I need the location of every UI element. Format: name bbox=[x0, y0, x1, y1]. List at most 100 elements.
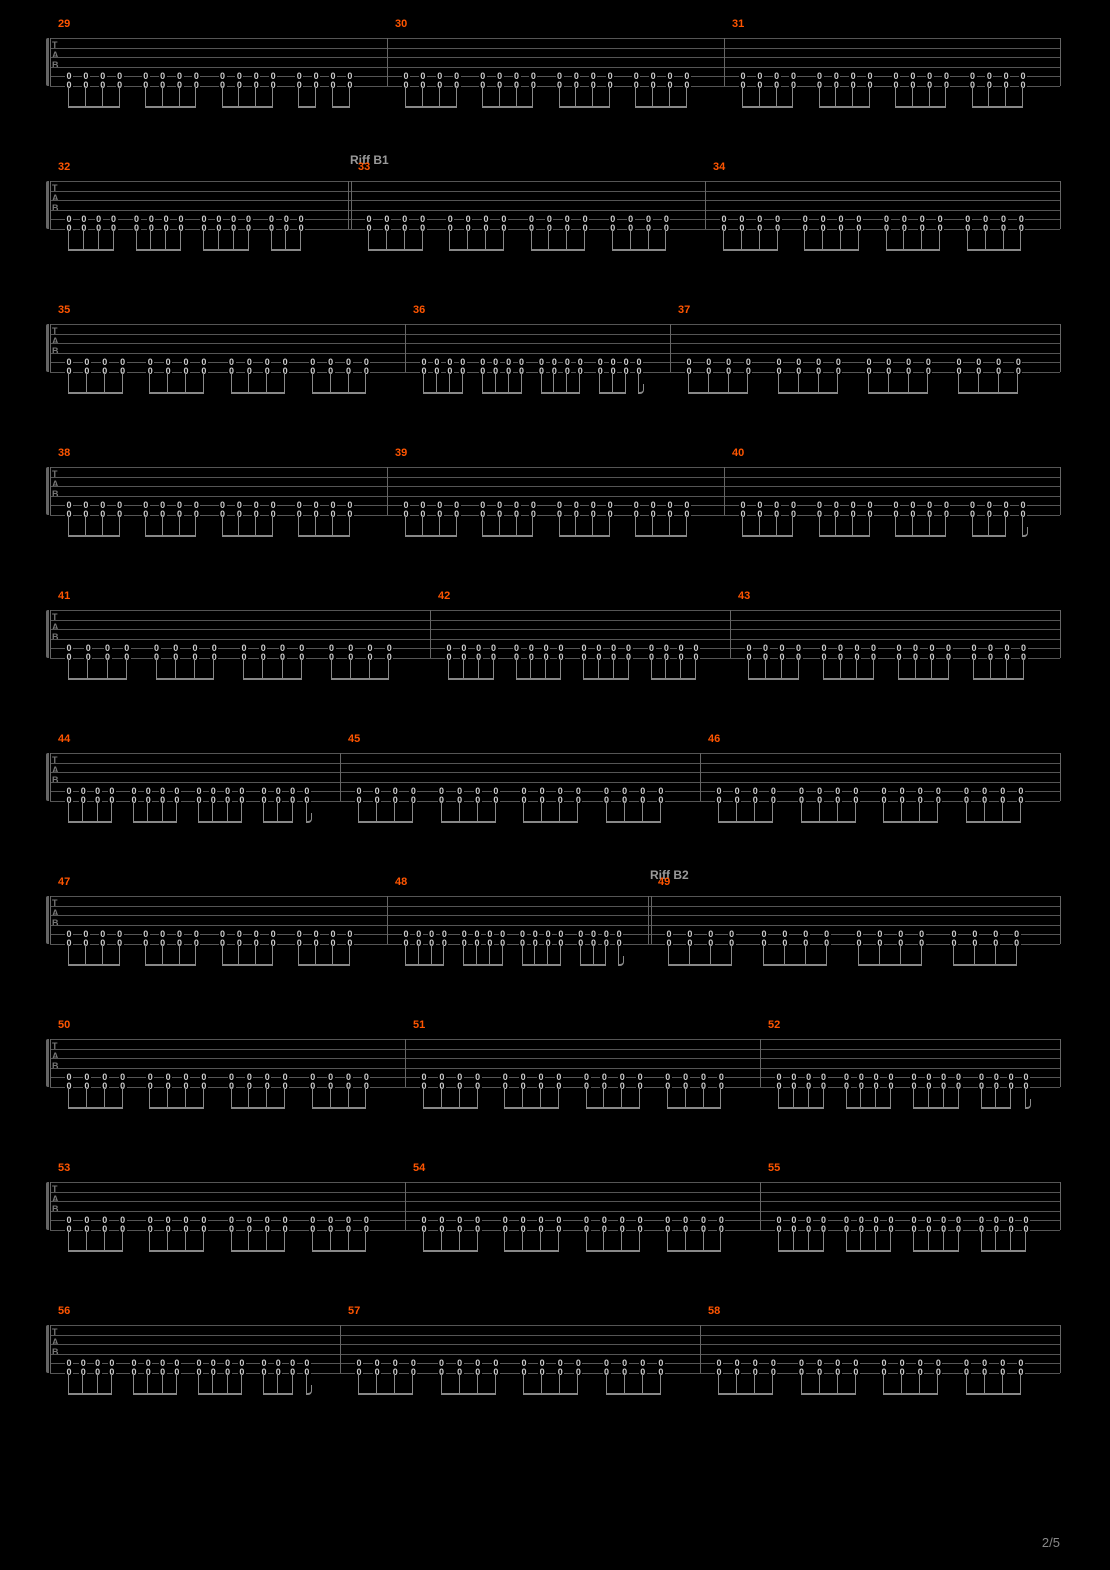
fret-number: 0 bbox=[116, 939, 124, 947]
fret-number: 0 bbox=[238, 1359, 246, 1367]
staff-system: TAB3536370000000000000000000000000000000… bbox=[50, 316, 1060, 411]
note-stem bbox=[823, 658, 824, 680]
bar-number: 52 bbox=[768, 1019, 780, 1031]
note-stem bbox=[1002, 1373, 1003, 1395]
fret-number: 0 bbox=[544, 930, 552, 938]
fret-number: 0 bbox=[883, 224, 891, 232]
fret-number: 0 bbox=[433, 358, 441, 366]
fret-number: 0 bbox=[589, 510, 597, 518]
fret-number: 0 bbox=[209, 1359, 217, 1367]
barline bbox=[670, 324, 671, 372]
fret-number: 0 bbox=[453, 81, 461, 89]
note-stem bbox=[998, 372, 999, 394]
staff-bracket bbox=[46, 181, 49, 229]
fret-number: 0 bbox=[531, 939, 539, 947]
note-stem bbox=[778, 1230, 779, 1252]
fret-number: 0 bbox=[200, 215, 208, 223]
barline bbox=[405, 324, 406, 372]
fret-number: 0 bbox=[550, 358, 558, 366]
fret-number: 0 bbox=[775, 1216, 783, 1224]
note-stem bbox=[477, 1087, 478, 1109]
fret-number: 0 bbox=[365, 224, 373, 232]
fret-number: 0 bbox=[482, 215, 490, 223]
fret-number: 0 bbox=[245, 1216, 253, 1224]
fret-number: 0 bbox=[816, 81, 824, 89]
note-stem bbox=[793, 1230, 794, 1252]
note-stem bbox=[162, 86, 163, 108]
note-stem bbox=[516, 86, 517, 108]
fret-number: 0 bbox=[1019, 81, 1027, 89]
note-stem bbox=[284, 372, 285, 394]
bar-number: 57 bbox=[348, 1305, 360, 1317]
note-stem bbox=[606, 801, 607, 823]
fret-number: 0 bbox=[65, 367, 73, 375]
fret-number: 0 bbox=[496, 501, 504, 509]
note-stem bbox=[804, 229, 805, 251]
fret-number: 0 bbox=[173, 796, 181, 804]
note-stem bbox=[541, 372, 542, 394]
note-stem bbox=[852, 86, 853, 108]
fret-number: 0 bbox=[606, 510, 614, 518]
note-stem bbox=[241, 801, 242, 823]
note-stem bbox=[603, 1230, 604, 1252]
fret-number: 0 bbox=[486, 939, 494, 947]
fret-number: 0 bbox=[147, 215, 155, 223]
fret-number: 0 bbox=[116, 81, 124, 89]
note-stem bbox=[126, 658, 127, 680]
fret-number: 0 bbox=[1017, 787, 1025, 795]
fret-number: 0 bbox=[795, 644, 803, 652]
beam bbox=[145, 106, 197, 108]
beam bbox=[331, 678, 390, 680]
barline bbox=[1060, 324, 1061, 372]
fret-number: 0 bbox=[832, 81, 840, 89]
fret-number: 0 bbox=[857, 1073, 865, 1081]
note-stem bbox=[332, 86, 333, 108]
fret-number: 0 bbox=[574, 1368, 582, 1376]
beam bbox=[68, 535, 120, 537]
fret-number: 0 bbox=[453, 501, 461, 509]
fret-number: 0 bbox=[191, 644, 199, 652]
beam bbox=[449, 249, 504, 251]
fret-number: 0 bbox=[805, 1073, 813, 1081]
fret-number: 0 bbox=[649, 81, 657, 89]
fret-number: 0 bbox=[164, 1082, 172, 1090]
fret-number: 0 bbox=[176, 930, 184, 938]
tab-page: TAB2930310000000000000000000000000000000… bbox=[0, 0, 1110, 1490]
note-stem bbox=[162, 1373, 163, 1395]
fret-number: 0 bbox=[834, 1368, 842, 1376]
fret-number: 0 bbox=[572, 72, 580, 80]
note-stem bbox=[869, 86, 870, 108]
note-stem bbox=[988, 515, 989, 537]
fret-number: 0 bbox=[870, 644, 878, 652]
fret-number: 0 bbox=[887, 1073, 895, 1081]
fret-number: 0 bbox=[219, 510, 227, 518]
fret-number: 0 bbox=[298, 644, 306, 652]
fret-number: 0 bbox=[999, 1368, 1007, 1376]
note-stem bbox=[558, 1087, 559, 1109]
fret-number: 0 bbox=[99, 501, 107, 509]
note-stem bbox=[919, 801, 920, 823]
note-stem bbox=[974, 944, 975, 966]
fret-number: 0 bbox=[104, 644, 112, 652]
note-stem bbox=[583, 658, 584, 680]
fret-number: 0 bbox=[600, 1073, 608, 1081]
beam bbox=[368, 249, 423, 251]
fret-number: 0 bbox=[802, 939, 810, 947]
note-stem bbox=[639, 1230, 640, 1252]
note-stem bbox=[162, 944, 163, 966]
note-stem bbox=[248, 1087, 249, 1109]
barline bbox=[760, 1039, 761, 1087]
fret-number: 0 bbox=[362, 1073, 370, 1081]
fret-number: 0 bbox=[420, 1082, 428, 1090]
fret-number: 0 bbox=[65, 644, 73, 652]
fret-number: 0 bbox=[445, 653, 453, 661]
fret-number: 0 bbox=[728, 930, 736, 938]
note-stem bbox=[530, 658, 531, 680]
beam bbox=[243, 678, 302, 680]
fret-number: 0 bbox=[538, 787, 546, 795]
fret-number: 0 bbox=[146, 367, 154, 375]
fret-number: 0 bbox=[900, 224, 908, 232]
fret-number: 0 bbox=[926, 72, 934, 80]
fret-number: 0 bbox=[420, 1073, 428, 1081]
staff-system: TAB5354550000000000000000000000000000000… bbox=[50, 1174, 1060, 1269]
